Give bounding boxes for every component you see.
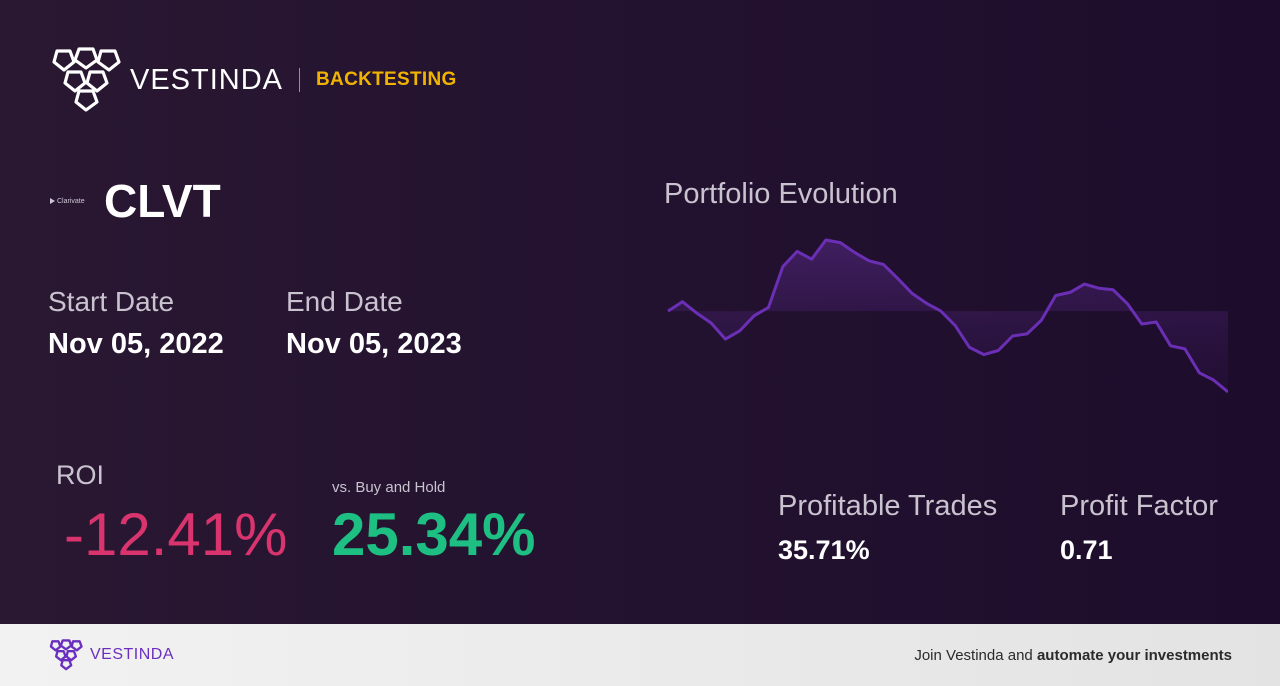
buy-hold-value: 25.34% (332, 501, 536, 568)
profit-factor-label: Profit Factor (1060, 490, 1218, 522)
footer: VESTINDA Join Vestinda and automate your… (0, 624, 1280, 686)
end-date-label: End Date (286, 286, 403, 317)
roi-value: -12.41% (64, 501, 288, 568)
profitable-trades-value: 35.71% (778, 535, 870, 565)
start-date-value: Nov 05, 2022 (48, 328, 224, 360)
end-date-value: Nov 05, 2023 (286, 328, 462, 360)
chart-title: Portfolio Evolution (664, 178, 898, 210)
end-date-block: End Date Nov 05, 2023 (286, 286, 462, 361)
header: VESTINDA BACKTESTING (48, 46, 457, 114)
vestinda-logo-icon (49, 639, 83, 671)
chart-series-line (667, 238, 1228, 394)
footer-cta-prefix: Join Vestinda and (914, 646, 1037, 664)
buy-hold-label: vs. Buy and Hold (332, 479, 446, 496)
footer-cta-bold: automate your investments (1036, 646, 1232, 664)
roi-label: ROI (56, 460, 105, 490)
brand-name: VESTINDA (130, 63, 284, 96)
vestinda-logo-icon (52, 47, 121, 112)
footer-brand-name: VESTINDA (90, 646, 175, 663)
profit-factor-value: 0.71 (1060, 535, 1113, 565)
profit-factor-block: Profit Factor 0.71 (1060, 490, 1218, 566)
backtest-card: VESTINDA BACKTESTING Clarivate CLVT Star… (0, 0, 1280, 624)
footer-brand[interactable]: VESTINDA (48, 639, 174, 671)
company-logo-text: Clarivate (57, 197, 85, 205)
start-date-label: Start Date (48, 286, 175, 317)
company-logo: Clarivate (50, 194, 94, 208)
section-tag: BACKTESTING (316, 69, 457, 90)
chart-area (668, 240, 1228, 392)
footer-cta[interactable]: Join Vestinda and automate your investme… (914, 647, 1232, 664)
header-divider (299, 68, 301, 92)
profitable-trades-block: Profitable Trades 35.71% (778, 490, 997, 566)
ticker-row: Clarivate CLVT (50, 174, 221, 228)
ticker-symbol: CLVT (104, 175, 221, 227)
profitable-trades-label: Profitable Trades (778, 490, 998, 522)
play-icon (50, 198, 55, 204)
start-date-block: Start Date Nov 05, 2022 (48, 286, 224, 361)
portfolio-chart (667, 238, 1228, 394)
